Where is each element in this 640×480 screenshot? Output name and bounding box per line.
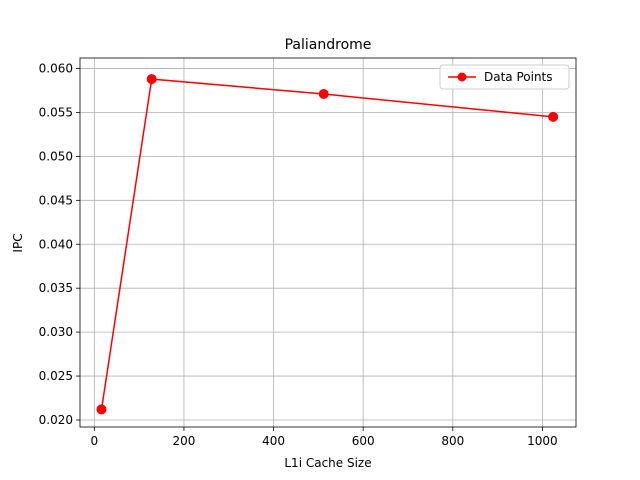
legend-marker: [457, 72, 467, 82]
y-tick-label: 0.060: [39, 62, 73, 76]
y-axis-title: IPC: [11, 233, 25, 252]
x-axis-title: L1i Cache Size: [284, 456, 371, 470]
data-point: [96, 404, 107, 415]
x-tick-label: 800: [441, 434, 464, 448]
x-tick-label: 600: [352, 434, 375, 448]
y-tick-label: 0.040: [39, 237, 73, 251]
y-tick-label: 0.045: [39, 193, 73, 207]
x-tick-label: 400: [262, 434, 285, 448]
y-tick-label: 0.020: [39, 413, 73, 427]
chart-title: Paliandrome: [285, 37, 372, 53]
y-tick-label: 0.025: [39, 369, 73, 383]
legend: Data Points: [439, 64, 570, 90]
plot-frame: [79, 57, 577, 428]
grid: [80, 58, 576, 427]
y-tick-label: 0.055: [39, 105, 73, 119]
data-point: [146, 74, 157, 85]
data-point: [548, 111, 559, 122]
x-tick-label: 1000: [527, 434, 558, 448]
data-point: [318, 89, 329, 100]
y-tick-label: 0.030: [39, 325, 73, 339]
y-tick-label: 0.050: [39, 149, 73, 163]
legend-box: [439, 64, 570, 90]
series-line: [100, 78, 554, 410]
x-tick-label: 0: [91, 434, 99, 448]
y-tick-label: 0.035: [39, 281, 73, 295]
series-layer: [96, 74, 559, 415]
legend-label: Data Points: [484, 70, 553, 84]
axes: 0 200 400 600 800 1000 0.020 0.025 0.030 0.035 0.0…: [39, 57, 577, 448]
x-tick-label: 200: [172, 434, 195, 448]
